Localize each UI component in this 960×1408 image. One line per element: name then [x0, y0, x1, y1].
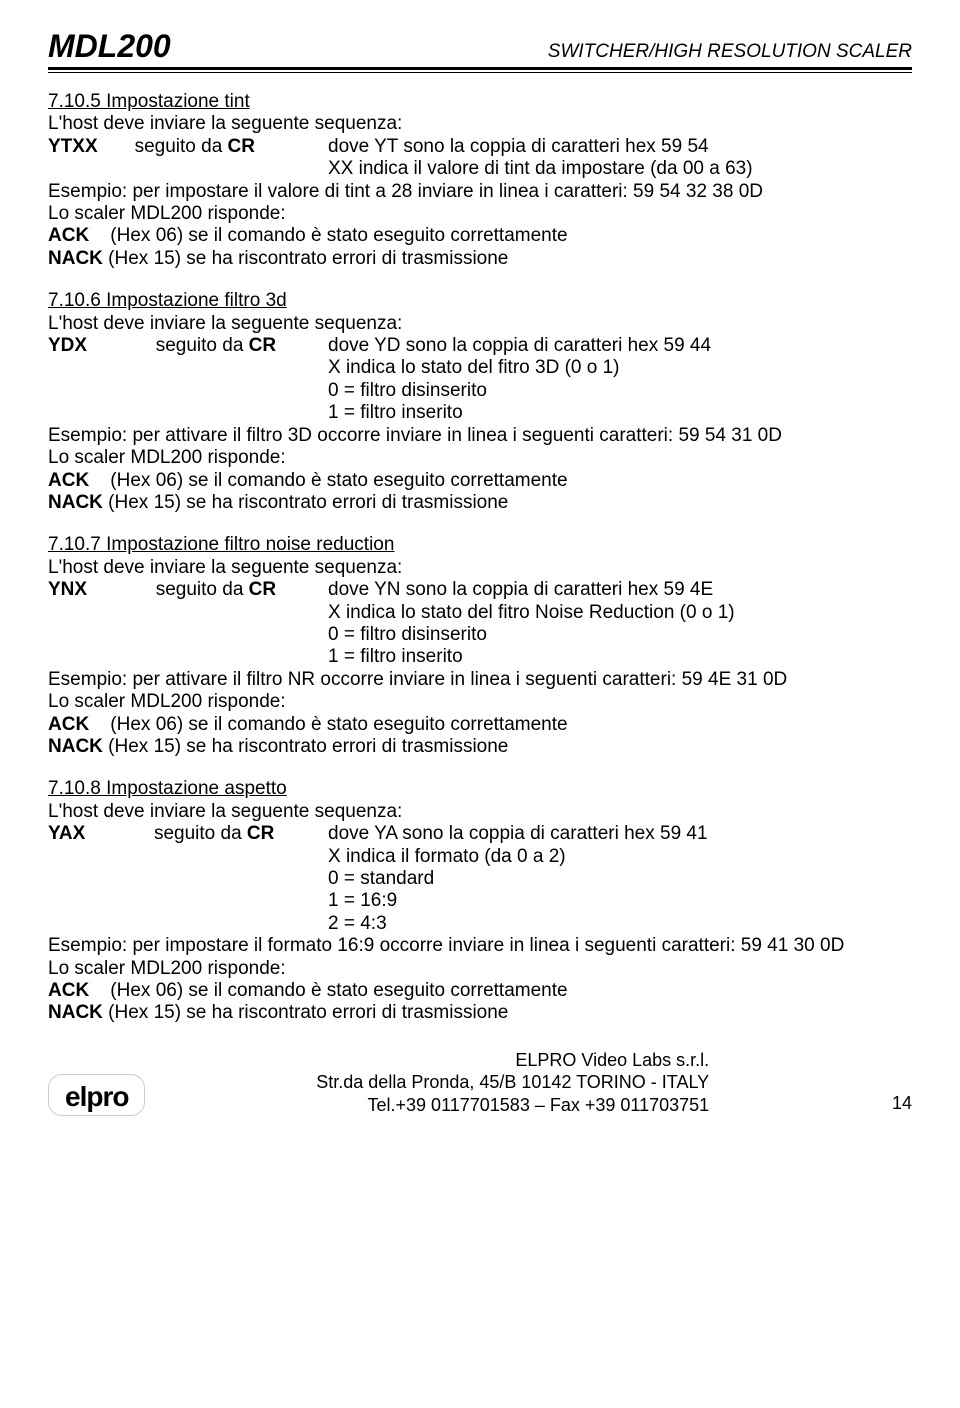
example: Esempio: per attivare il filtro 3D occor… [48, 425, 912, 447]
ack-desc: (Hex 06) se il comando è stato eseguito … [110, 980, 567, 1001]
nack-desc: (Hex 15) se ha riscontrato errori di tra… [108, 492, 508, 513]
desc-3: 0 = filtro disinserito [48, 624, 912, 646]
section-7-10-6: 7.10.6 Impostazione filtro 3d L'host dev… [48, 290, 912, 514]
section-title: 7.10.7 Impostazione filtro noise reducti… [48, 534, 912, 556]
desc-5: 2 = 4:3 [48, 913, 912, 935]
nack-desc: (Hex 15) se ha riscontrato errori di tra… [108, 1002, 508, 1023]
intro: L'host deve inviare la seguente sequenza… [48, 113, 912, 135]
cr: CR [228, 136, 255, 157]
nack: NACK [48, 492, 103, 513]
cmd: YTXX [48, 136, 98, 157]
cmd: YDX [48, 335, 87, 356]
footer: elpro ELPRO Video Labs s.r.l. Str.da del… [48, 1049, 912, 1117]
section-7-10-5: 7.10.5 Impostazione tint L'host deve inv… [48, 91, 912, 270]
example: Esempio: per impostare il valore di tint… [48, 181, 912, 203]
ack-desc: (Hex 06) se il comando è stato eseguito … [110, 225, 567, 246]
desc-3: 0 = standard [48, 868, 912, 890]
addr: Str.da della Pronda, 45/B 10142 TORINO -… [316, 1071, 709, 1094]
resp: Lo scaler MDL200 risponde: [48, 203, 912, 225]
cr: CR [249, 579, 276, 600]
cmd: YNX [48, 579, 87, 600]
desc-1: dove YT sono la coppia di caratteri hex … [328, 136, 912, 158]
nack: NACK [48, 1002, 103, 1023]
desc-2: XX indica il valore di tint da impostare… [48, 158, 912, 180]
desc-2: X indica lo stato del fitro Noise Reduct… [48, 602, 912, 624]
logo-text: elpro [65, 1081, 128, 1113]
logo: elpro [48, 1074, 145, 1116]
resp: Lo scaler MDL200 risponde: [48, 447, 912, 469]
nack: NACK [48, 736, 103, 757]
desc-4: 1 = filtro inserito [48, 646, 912, 668]
desc-4: 1 = filtro inserito [48, 402, 912, 424]
nack-desc: (Hex 15) se ha riscontrato errori di tra… [108, 736, 508, 757]
example: Esempio: per attivare il filtro NR occor… [48, 669, 912, 691]
tel: Tel.+39 0117701583 – Fax +39 011703751 [316, 1094, 709, 1117]
cr: CR [247, 823, 274, 844]
page-number: 14 [880, 1093, 912, 1116]
section-7-10-8: 7.10.8 Impostazione aspetto L'host deve … [48, 778, 912, 1024]
seg: seguito da [156, 335, 249, 356]
section-title: 7.10.6 Impostazione filtro 3d [48, 290, 912, 312]
ack-desc: (Hex 06) se il comando è stato eseguito … [110, 470, 567, 491]
intro: L'host deve inviare la seguente sequenza… [48, 557, 912, 579]
doc-model: MDL200 [48, 28, 171, 65]
seg: seguito da [154, 823, 247, 844]
desc-1: dove YN sono la coppia di caratteri hex … [328, 579, 912, 601]
ack: ACK [48, 980, 89, 1001]
doc-subtitle: SWITCHER/HIGH RESOLUTION SCALER [548, 41, 912, 63]
resp: Lo scaler MDL200 risponde: [48, 691, 912, 713]
rule-thin [48, 72, 912, 73]
desc-1: dove YD sono la coppia di caratteri hex … [328, 335, 912, 357]
resp: Lo scaler MDL200 risponde: [48, 958, 912, 980]
company: ELPRO Video Labs s.r.l. [316, 1049, 709, 1072]
section-title: 7.10.5 Impostazione tint [48, 91, 912, 113]
desc-2: X indica il formato (da 0 a 2) [48, 846, 912, 868]
ack-desc: (Hex 06) se il comando è stato eseguito … [110, 714, 567, 735]
nack-desc: (Hex 15) se ha riscontrato errori di tra… [108, 248, 508, 269]
seg: seguito da [156, 579, 249, 600]
seg: seguito da [135, 136, 228, 157]
desc-2: X indica lo stato del fitro 3D (0 o 1) [48, 357, 912, 379]
intro: L'host deve inviare la seguente sequenza… [48, 313, 912, 335]
ack: ACK [48, 470, 89, 491]
rule-thick [48, 67, 912, 70]
section-title: 7.10.8 Impostazione aspetto [48, 778, 912, 800]
cr: CR [249, 335, 276, 356]
ack: ACK [48, 714, 89, 735]
ack: ACK [48, 225, 89, 246]
section-7-10-7: 7.10.7 Impostazione filtro noise reducti… [48, 534, 912, 758]
desc-4: 1 = 16:9 [48, 890, 912, 912]
example: Esempio: per impostare il formato 16:9 o… [48, 935, 912, 957]
nack: NACK [48, 248, 103, 269]
intro: L'host deve inviare la seguente sequenza… [48, 801, 912, 823]
desc-3: 0 = filtro disinserito [48, 380, 912, 402]
cmd: YAX [48, 823, 85, 844]
desc-1: dove YA sono la coppia di caratteri hex … [328, 823, 912, 845]
